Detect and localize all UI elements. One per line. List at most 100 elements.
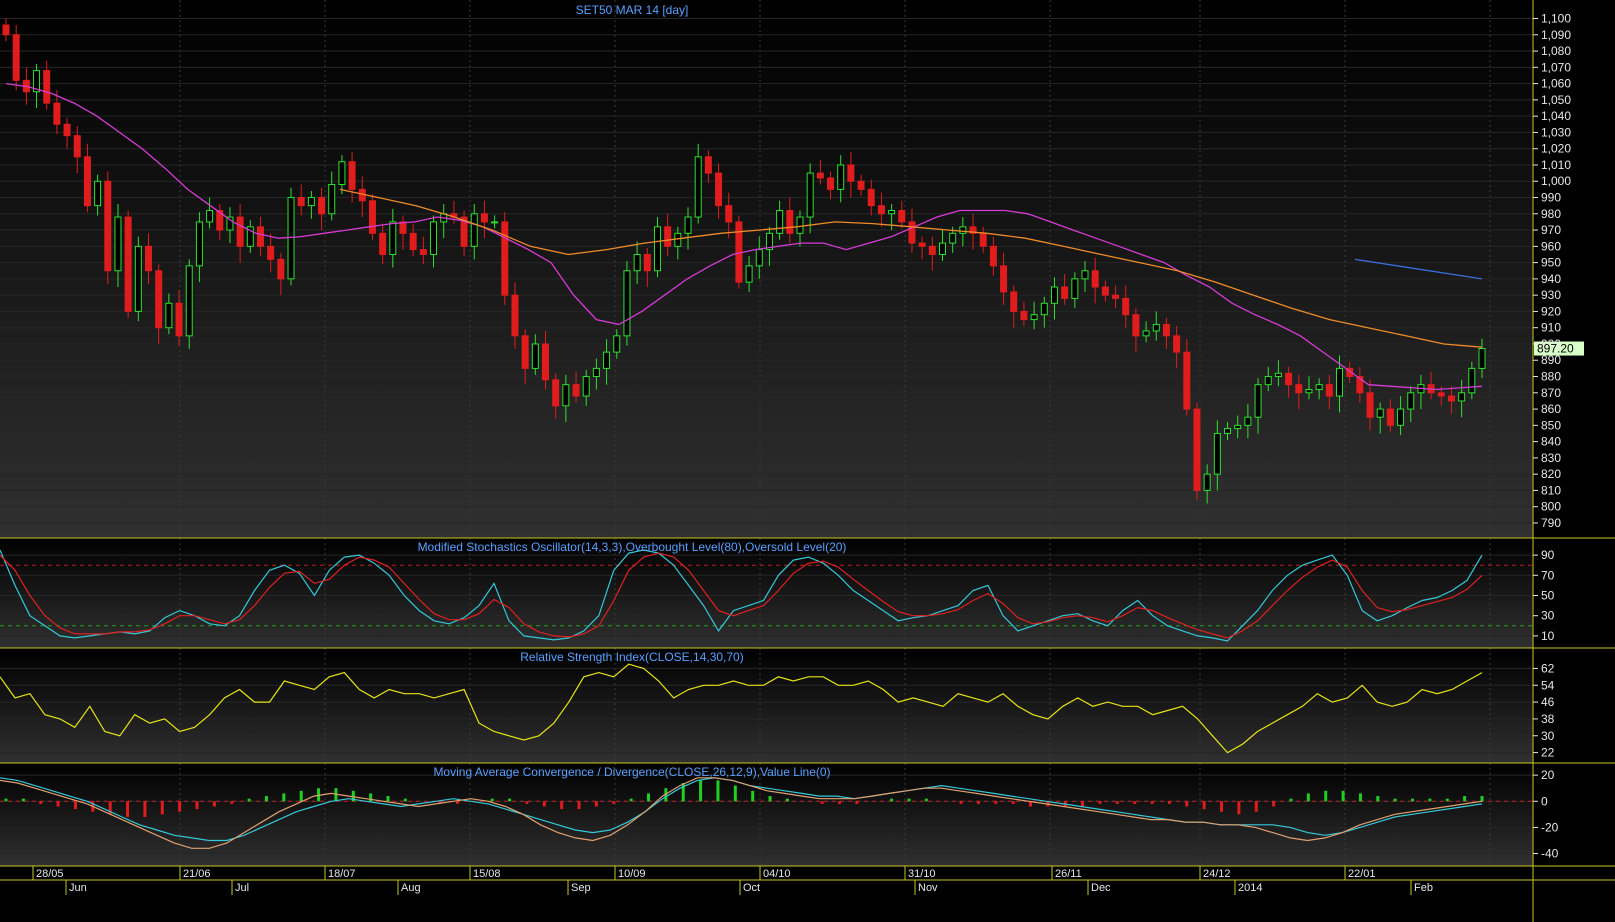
y-tick-label: 10 — [1541, 629, 1555, 643]
candle-body — [969, 226, 977, 234]
y-tick-label: 890 — [1541, 353, 1561, 367]
candle-body — [613, 335, 621, 353]
y-tick-label: 54 — [1541, 678, 1555, 692]
candle-body — [1356, 376, 1364, 394]
y-tick-label: 46 — [1541, 695, 1555, 709]
candle-body — [725, 205, 733, 223]
x-month-label: Jul — [235, 882, 249, 894]
candle-body — [104, 180, 112, 272]
candle-body — [877, 205, 885, 215]
candle-body — [552, 379, 560, 407]
y-tick-label: 1,100 — [1541, 12, 1571, 26]
x-date-label: 04/10 — [763, 868, 791, 880]
candle-body — [1254, 384, 1262, 418]
candle-body — [1152, 323, 1160, 332]
candle-body — [33, 70, 41, 93]
candle-body — [1305, 389, 1313, 394]
candle-body — [1366, 392, 1374, 418]
candle-body — [888, 210, 896, 215]
y-tick-label: 910 — [1541, 321, 1561, 335]
trend-line — [1354, 258, 1483, 280]
candle-body — [755, 249, 763, 267]
candle-body — [1224, 428, 1232, 434]
candle-body — [134, 245, 142, 312]
x-date-label: 21/06 — [183, 868, 211, 880]
candle-body — [124, 216, 132, 312]
y-tick-label: 980 — [1541, 207, 1561, 221]
y-tick-label: 840 — [1541, 435, 1561, 449]
candle-body — [12, 34, 20, 81]
candle-body — [1346, 367, 1354, 378]
moving-average-line — [5, 82, 1483, 391]
candle-body — [1030, 314, 1038, 321]
candle-body — [114, 216, 122, 272]
candle-body — [1315, 384, 1323, 391]
y-tick-label: 38 — [1541, 712, 1555, 726]
candle-body — [633, 253, 641, 272]
candle-body — [338, 161, 346, 185]
stochastic-title: Modified Stochastics Oscillator(14,3,3),… — [418, 540, 847, 554]
candle-body — [409, 232, 417, 251]
x-date-label: 26/11 — [1055, 868, 1082, 880]
candle-body — [898, 210, 906, 223]
y-tick-label: 800 — [1541, 500, 1561, 514]
y-tick-label: 1,060 — [1541, 77, 1571, 91]
y-tick-label: 50 — [1541, 589, 1555, 603]
candle-body — [979, 232, 987, 247]
y-tick-label: -20 — [1541, 820, 1559, 834]
candle-body — [307, 197, 315, 207]
candle-body — [1000, 265, 1008, 293]
candle-body — [1335, 367, 1343, 397]
candle-body — [1447, 395, 1455, 402]
y-tick-label: 0 — [1541, 794, 1548, 808]
x-month-label: Nov — [918, 882, 938, 894]
candle-body — [1203, 473, 1211, 491]
y-tick-label: 970 — [1541, 223, 1561, 237]
candle-body — [806, 172, 814, 218]
candle-body — [460, 216, 468, 247]
candle-body — [765, 232, 773, 251]
candle-body — [94, 180, 102, 207]
candle-body — [501, 221, 509, 296]
date-axis-background — [0, 866, 1615, 922]
y-tick-label: 900 — [1541, 337, 1561, 351]
candle-body — [348, 161, 356, 190]
candle-body — [491, 221, 499, 224]
candle-body — [542, 343, 550, 381]
candle-body — [1234, 424, 1242, 430]
candle-body — [1244, 416, 1252, 426]
last-value-label: 897.20 — [1537, 342, 1574, 356]
y-tick-label: 1,030 — [1541, 125, 1571, 139]
candle-body — [43, 70, 51, 104]
candle-body — [796, 216, 804, 234]
y-tick-label: 880 — [1541, 370, 1561, 384]
candle-body — [2, 24, 10, 36]
candle-body — [1091, 270, 1099, 288]
candle-body — [297, 197, 305, 207]
candle-body — [653, 226, 661, 272]
y-tick-label: 1,090 — [1541, 28, 1571, 42]
candle-body — [236, 216, 244, 247]
candle-body — [786, 210, 794, 234]
candle-body — [623, 270, 631, 337]
candle-body — [1162, 323, 1170, 337]
y-tick-label: 62 — [1541, 661, 1555, 675]
y-tick-label: 820 — [1541, 467, 1561, 481]
x-date-label: 31/10 — [908, 868, 936, 880]
candle-body — [1285, 372, 1293, 386]
candle-body — [430, 221, 438, 255]
candle-body — [216, 210, 224, 231]
y-tick-label: 870 — [1541, 386, 1561, 400]
candle-body — [521, 335, 529, 369]
macd-line — [0, 777, 1483, 849]
candle-body — [1325, 384, 1333, 397]
x-month-label: Sep — [571, 882, 591, 894]
panel-background — [0, 648, 1533, 763]
candle-body — [256, 226, 264, 247]
candle-body — [195, 221, 203, 267]
candle-body — [1458, 392, 1466, 402]
candle-body — [827, 177, 835, 190]
candle-body — [1132, 314, 1140, 337]
candle-body — [1295, 384, 1303, 394]
candle-body — [582, 376, 590, 397]
